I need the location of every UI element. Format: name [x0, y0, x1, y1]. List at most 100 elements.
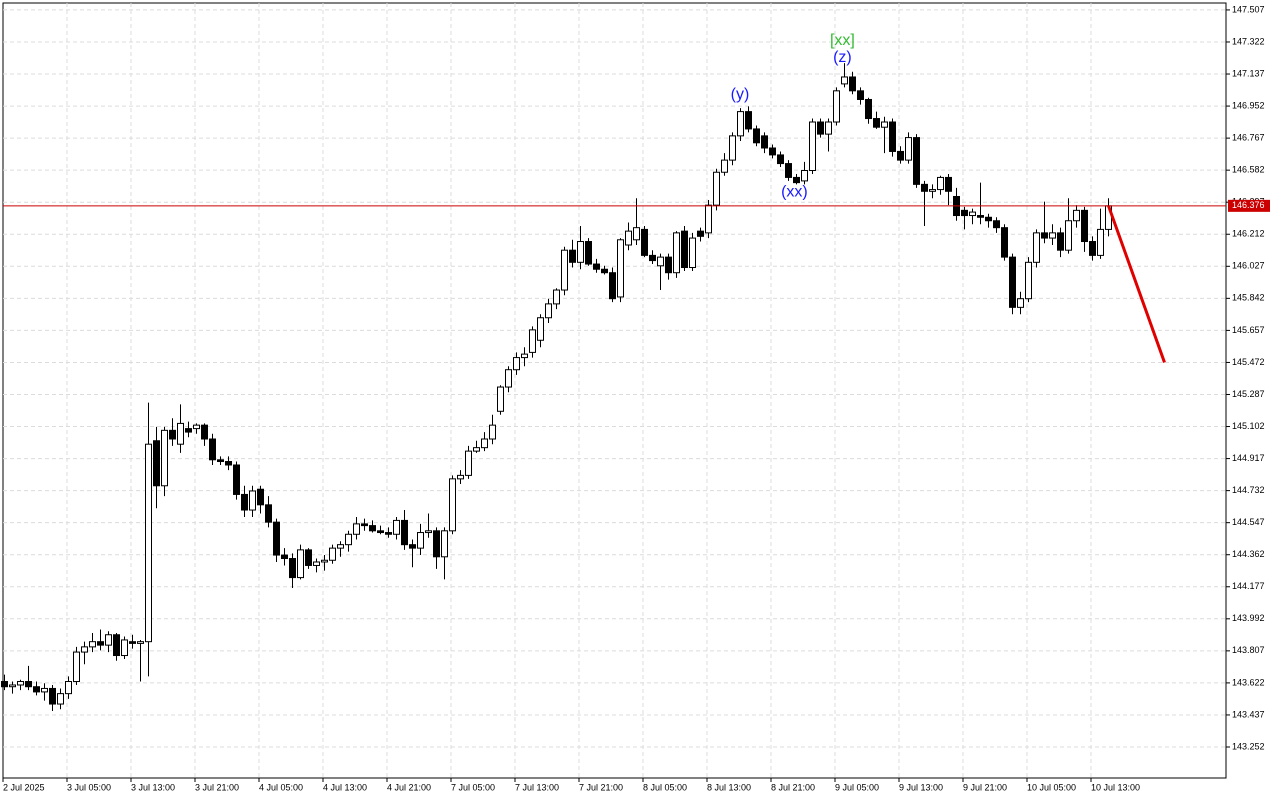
candle-body [529, 329, 536, 353]
candle-body [377, 530, 384, 534]
candle-body [777, 154, 784, 165]
y-tick-label: 146.952 [1232, 100, 1265, 110]
candle-body [857, 90, 864, 100]
candle-body [177, 422, 184, 445]
candle-body [505, 369, 512, 388]
candle-body [409, 544, 416, 549]
y-tick-label: 143.992 [1232, 613, 1265, 623]
candle-body [297, 549, 304, 579]
candle-body [1089, 241, 1096, 256]
y-tick-label: 145.842 [1232, 293, 1265, 303]
candle-body [457, 474, 464, 480]
candle-body [33, 686, 40, 693]
y-tick-label: 143.807 [1232, 645, 1265, 655]
candle-body [257, 488, 264, 506]
candle-body [25, 681, 32, 688]
x-tick-label: 4 Jul 21:00 [387, 782, 431, 792]
candle-body [561, 249, 568, 291]
candle-body [193, 424, 200, 430]
wave-label: (z) [833, 49, 852, 66]
current-price-box [1228, 199, 1270, 212]
candle-body [545, 303, 552, 319]
candle-body [537, 317, 544, 341]
candle-body [73, 651, 80, 683]
candle-body [641, 228, 648, 256]
y-tick-label: 145.472 [1232, 357, 1265, 367]
y-tick-label: 144.917 [1232, 453, 1265, 463]
candle-body [625, 230, 632, 246]
y-tick-label: 146.582 [1232, 165, 1265, 175]
x-tick-label: 9 Jul 21:00 [963, 782, 1007, 792]
candle-body [441, 530, 448, 558]
candle-body [825, 121, 832, 135]
candle-body [1033, 232, 1040, 263]
candle-body [865, 98, 872, 120]
candle-body [785, 163, 792, 178]
y-tick-label: 147.507 [1232, 4, 1265, 14]
candle-body [737, 111, 744, 137]
wave-label: [xx] [830, 32, 855, 49]
candle-body [353, 523, 360, 535]
candle-body [617, 239, 624, 298]
y-tick-label: 146.027 [1232, 261, 1265, 271]
x-tick-label: 3 Jul 13:00 [131, 782, 175, 792]
candle-body [649, 254, 656, 262]
x-tick-label: 3 Jul 21:00 [195, 782, 239, 792]
candle-body [305, 549, 312, 566]
candle-body [41, 687, 48, 693]
candle-body [817, 121, 824, 135]
candle-body [945, 176, 952, 192]
candle-body [1073, 209, 1080, 222]
candle-body [329, 547, 336, 561]
candle-body [833, 90, 840, 123]
candle-body [961, 209, 968, 217]
candle-body [481, 438, 488, 449]
candle-body [137, 641, 144, 644]
candle-body [401, 519, 408, 546]
candle-body [1057, 232, 1064, 251]
candle-body [433, 530, 440, 558]
grid [3, 3, 1226, 778]
current-price-label: 146.376 [1232, 200, 1265, 210]
y-tick-label: 143.622 [1232, 677, 1265, 687]
candle-body [577, 241, 584, 263]
candle-body [113, 634, 120, 657]
candle-body [201, 424, 208, 440]
candle-body [9, 684, 16, 688]
candle-body [489, 424, 496, 440]
y-tick-label: 145.102 [1232, 421, 1265, 431]
candle-body [385, 532, 392, 535]
candle-body [521, 353, 528, 359]
candle-body [121, 639, 128, 657]
candle-body [745, 111, 752, 130]
candle-body [497, 386, 504, 412]
candle-body [1001, 227, 1008, 258]
candle-body [801, 170, 808, 182]
wave-label: (xx) [781, 183, 808, 200]
x-tick-label: 10 Jul 13:00 [1091, 782, 1140, 792]
x-tick-label: 7 Jul 21:00 [579, 782, 623, 792]
candle-body [713, 171, 720, 206]
candle-body [769, 147, 776, 156]
x-tick-label: 8 Jul 05:00 [643, 782, 687, 792]
candle-body [697, 230, 704, 237]
candle-body [49, 687, 56, 705]
x-tick-label: 7 Jul 05:00 [451, 782, 495, 792]
candle-body [289, 558, 296, 579]
candle-body [793, 176, 800, 184]
candle-body [921, 183, 928, 192]
candle-body [185, 428, 192, 433]
candle-body [97, 641, 104, 646]
y-tick-label: 144.547 [1232, 517, 1265, 527]
candle-body [889, 121, 896, 152]
candle-body [65, 681, 72, 695]
candle-body [553, 289, 560, 305]
candle-body [609, 272, 616, 300]
candle-body [513, 357, 520, 371]
y-tick-label: 145.287 [1232, 389, 1265, 399]
candle-body [417, 532, 424, 549]
candle-body [393, 519, 400, 535]
candle-body [841, 76, 848, 85]
candle-body [593, 263, 600, 270]
